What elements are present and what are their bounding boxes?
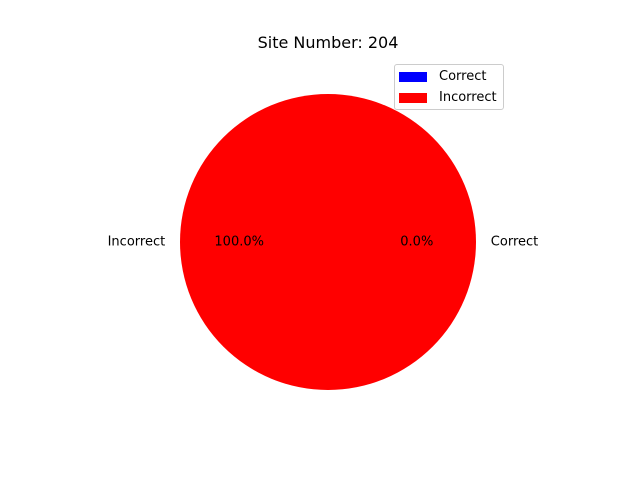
legend-label-correct: Correct	[439, 69, 487, 84]
percent-label-incorrect: 100.0%	[214, 235, 264, 250]
legend-item-correct: Correct	[399, 69, 486, 85]
legend-swatch-incorrect	[399, 93, 427, 103]
slice-label-correct: Correct	[491, 235, 538, 250]
pie-slice-incorrect	[180, 94, 476, 390]
percent-label-correct: 0.0%	[400, 235, 433, 250]
legend-label-incorrect: Incorrect	[439, 90, 497, 105]
legend-item-incorrect: Incorrect	[399, 90, 497, 106]
chart-title: Site Number: 204	[257, 33, 399, 52]
slice-label-incorrect: Incorrect	[108, 235, 166, 250]
legend-swatch-correct	[399, 72, 427, 82]
pie-labels: Correct 0.0% Incorrect 100.0%	[108, 235, 539, 250]
legend: Correct Incorrect	[394, 64, 504, 110]
pie-slices	[180, 94, 476, 390]
